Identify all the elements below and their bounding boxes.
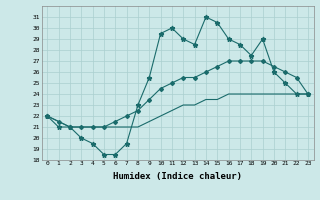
X-axis label: Humidex (Indice chaleur): Humidex (Indice chaleur) [113, 172, 242, 181]
